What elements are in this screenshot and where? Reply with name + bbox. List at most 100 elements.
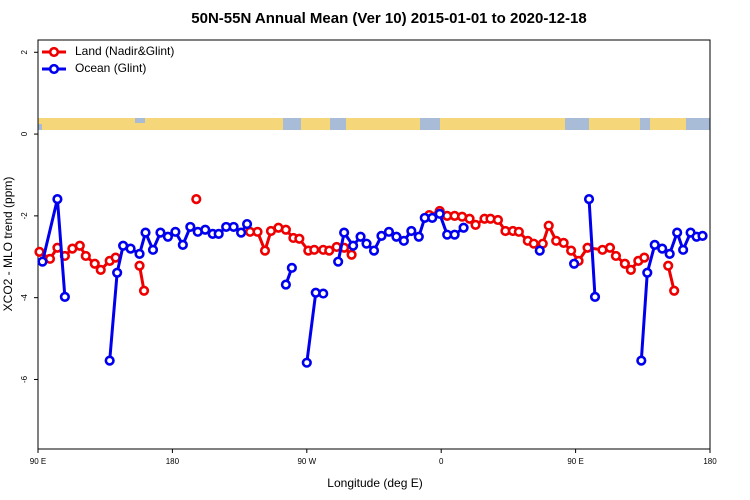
data-point [112,267,123,278]
plot-frame [37,39,711,450]
data-point [177,239,188,251]
data-point [191,194,202,205]
data-point [213,228,224,239]
y-axis-label: XCO2 - MLO trend (ppm) [1,177,15,312]
data-point [333,256,344,267]
data-point [241,218,253,230]
data-point [52,194,63,205]
data-point [558,237,569,248]
map-strip [38,118,710,130]
data-point [649,239,660,251]
data-point [434,208,445,219]
legend-marker [48,63,60,75]
x-tick-label: 0 [439,457,444,466]
data-point [604,242,616,253]
data-point [347,240,359,251]
data-point [642,267,653,278]
data-point [59,291,70,302]
data-point [492,214,504,226]
data-point [138,285,150,296]
data-point [309,244,320,255]
data-point [664,248,675,260]
data-point [235,227,247,238]
data-point [301,357,312,368]
data-point [383,226,395,237]
data-point [406,225,417,237]
data-point [569,258,580,269]
data-point [200,224,211,235]
data-point [324,245,335,256]
data-point [185,221,196,233]
y-tick-label: 2 [20,49,29,54]
legend-marker [48,46,60,58]
data-point [672,227,683,238]
data-point [458,222,469,233]
data-point [228,221,239,233]
data-point [582,242,593,253]
data-point [140,227,151,238]
data-point [104,355,115,366]
data-point [669,285,680,296]
data-point [34,246,45,257]
data-point [89,258,100,269]
data-point [697,230,708,242]
data-point [678,244,689,255]
data-point [80,250,91,262]
data-point [134,248,145,260]
data-point [513,226,524,237]
data-point [413,231,424,242]
data-point [449,229,460,240]
legend-label: Land (Nadir&Glint) [75,44,174,58]
data-point [376,230,387,242]
data-point [391,231,402,242]
data-point [464,213,475,224]
data-point [280,224,291,235]
data-point [619,258,630,269]
data-point [294,233,305,244]
chart-title: 50N-55N Annual Mean (Ver 10) 2015-01-01 … [191,10,586,27]
data-point [170,226,181,237]
legend-label: Ocean (Glint) [75,61,146,75]
data-point [663,260,674,271]
data-point [162,231,174,242]
data-point [286,262,297,273]
data-point [346,249,357,260]
data-point [259,245,271,256]
data-point [110,252,121,263]
y-tick-label: -2 [20,212,29,220]
data-point [134,260,145,271]
x-axis-label: Longitude (deg E) [327,476,422,490]
x-tick-label: 180 [166,457,180,466]
x-tick-label: 180 [703,457,717,466]
data-point [37,256,48,267]
data-point [427,212,438,224]
y-tick-label: 0 [20,131,29,136]
data-point [318,288,329,299]
data-point [355,231,366,242]
y-tick-label: -4 [20,294,29,302]
y-tick-label: -6 [20,375,29,383]
data-point [280,279,291,290]
data-point [368,245,380,256]
x-tick-label: 90 W [297,457,316,466]
data-point [534,245,545,256]
data-point [95,264,106,275]
data-point [361,238,372,249]
data-point [589,291,601,302]
data-point [543,220,554,231]
data-point [583,194,595,205]
data-point [636,355,647,366]
data-point [147,244,159,255]
x-tick-label: 90 E [567,457,583,466]
data-point [639,252,650,263]
data-point [155,227,166,238]
x-tick-label: 90 E [30,457,46,466]
data-point [528,238,539,249]
data-point [610,250,622,262]
data-point [252,226,263,237]
data-point [657,243,668,254]
data-point [125,243,136,254]
data-point [339,227,350,238]
data-point [74,240,85,251]
